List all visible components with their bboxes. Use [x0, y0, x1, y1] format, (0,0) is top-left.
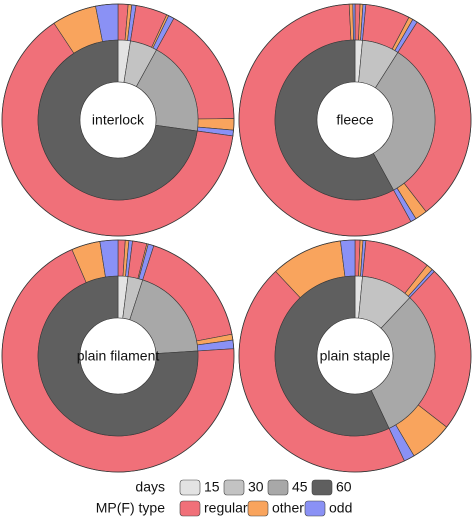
donut-hole [79, 317, 157, 395]
legend-label-day-45: 45 [292, 479, 308, 495]
panel-label: interlock [92, 112, 145, 128]
legend-label-type-odd: odd [329, 500, 352, 516]
legend-title-days: days [135, 479, 165, 495]
panel-label: fleece [336, 112, 374, 128]
legend-swatch-type-other [247, 500, 269, 517]
donut-panel-fleece: fleece [238, 3, 472, 237]
legend-swatch-day-30 [223, 479, 245, 496]
legend-label-type-other: other [272, 500, 304, 516]
panel-label: plain staple [320, 348, 391, 364]
donut-outline [1, 239, 235, 473]
legend: days MP(F) type 15 30 45 60 regular other odd [96, 479, 352, 517]
legend-swatch-day-15 [179, 479, 201, 496]
legend-label-day-60: 60 [336, 479, 352, 495]
legend-label-type-regular: regular [204, 500, 248, 516]
legend-label-day-15: 15 [204, 479, 220, 495]
legend-days-items: 15 30 45 60 [179, 479, 352, 496]
outer-slice-60-odd [352, 3, 356, 41]
donut-hole [316, 81, 394, 159]
donut-outline [238, 239, 472, 473]
donut-panel-plain-filament: plain filament [1, 239, 235, 473]
legend-swatch-type-odd [304, 500, 326, 517]
donut-hole [316, 317, 394, 395]
panel-label: plain filament [77, 348, 160, 364]
donut-outline [1, 3, 235, 237]
panels-group: interlock fleece plain filament plain stapl… [1, 3, 472, 473]
legend-title-mpf-type: MP(F) type [96, 500, 165, 516]
donut-hole [79, 81, 157, 159]
donut-panel-interlock: interlock [1, 3, 235, 237]
donut-outline [238, 3, 472, 237]
donut-panel-plain-staple: plain staple [238, 239, 472, 473]
legend-swatch-day-45 [267, 479, 289, 496]
legend-label-day-30: 30 [248, 479, 264, 495]
legend-swatch-type-regular [179, 500, 201, 517]
legend-swatch-day-60 [311, 479, 333, 496]
legend-type-items: regular other odd [179, 500, 352, 517]
